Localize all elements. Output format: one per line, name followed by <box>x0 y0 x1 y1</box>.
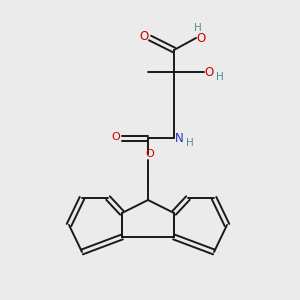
Text: O: O <box>140 29 148 43</box>
Text: O: O <box>146 149 154 159</box>
Text: H: H <box>186 138 194 148</box>
Text: O: O <box>196 32 206 46</box>
Text: H: H <box>194 23 202 33</box>
Text: O: O <box>204 67 214 80</box>
Text: H: H <box>216 72 224 82</box>
Text: N: N <box>175 133 183 146</box>
Text: O: O <box>112 132 120 142</box>
